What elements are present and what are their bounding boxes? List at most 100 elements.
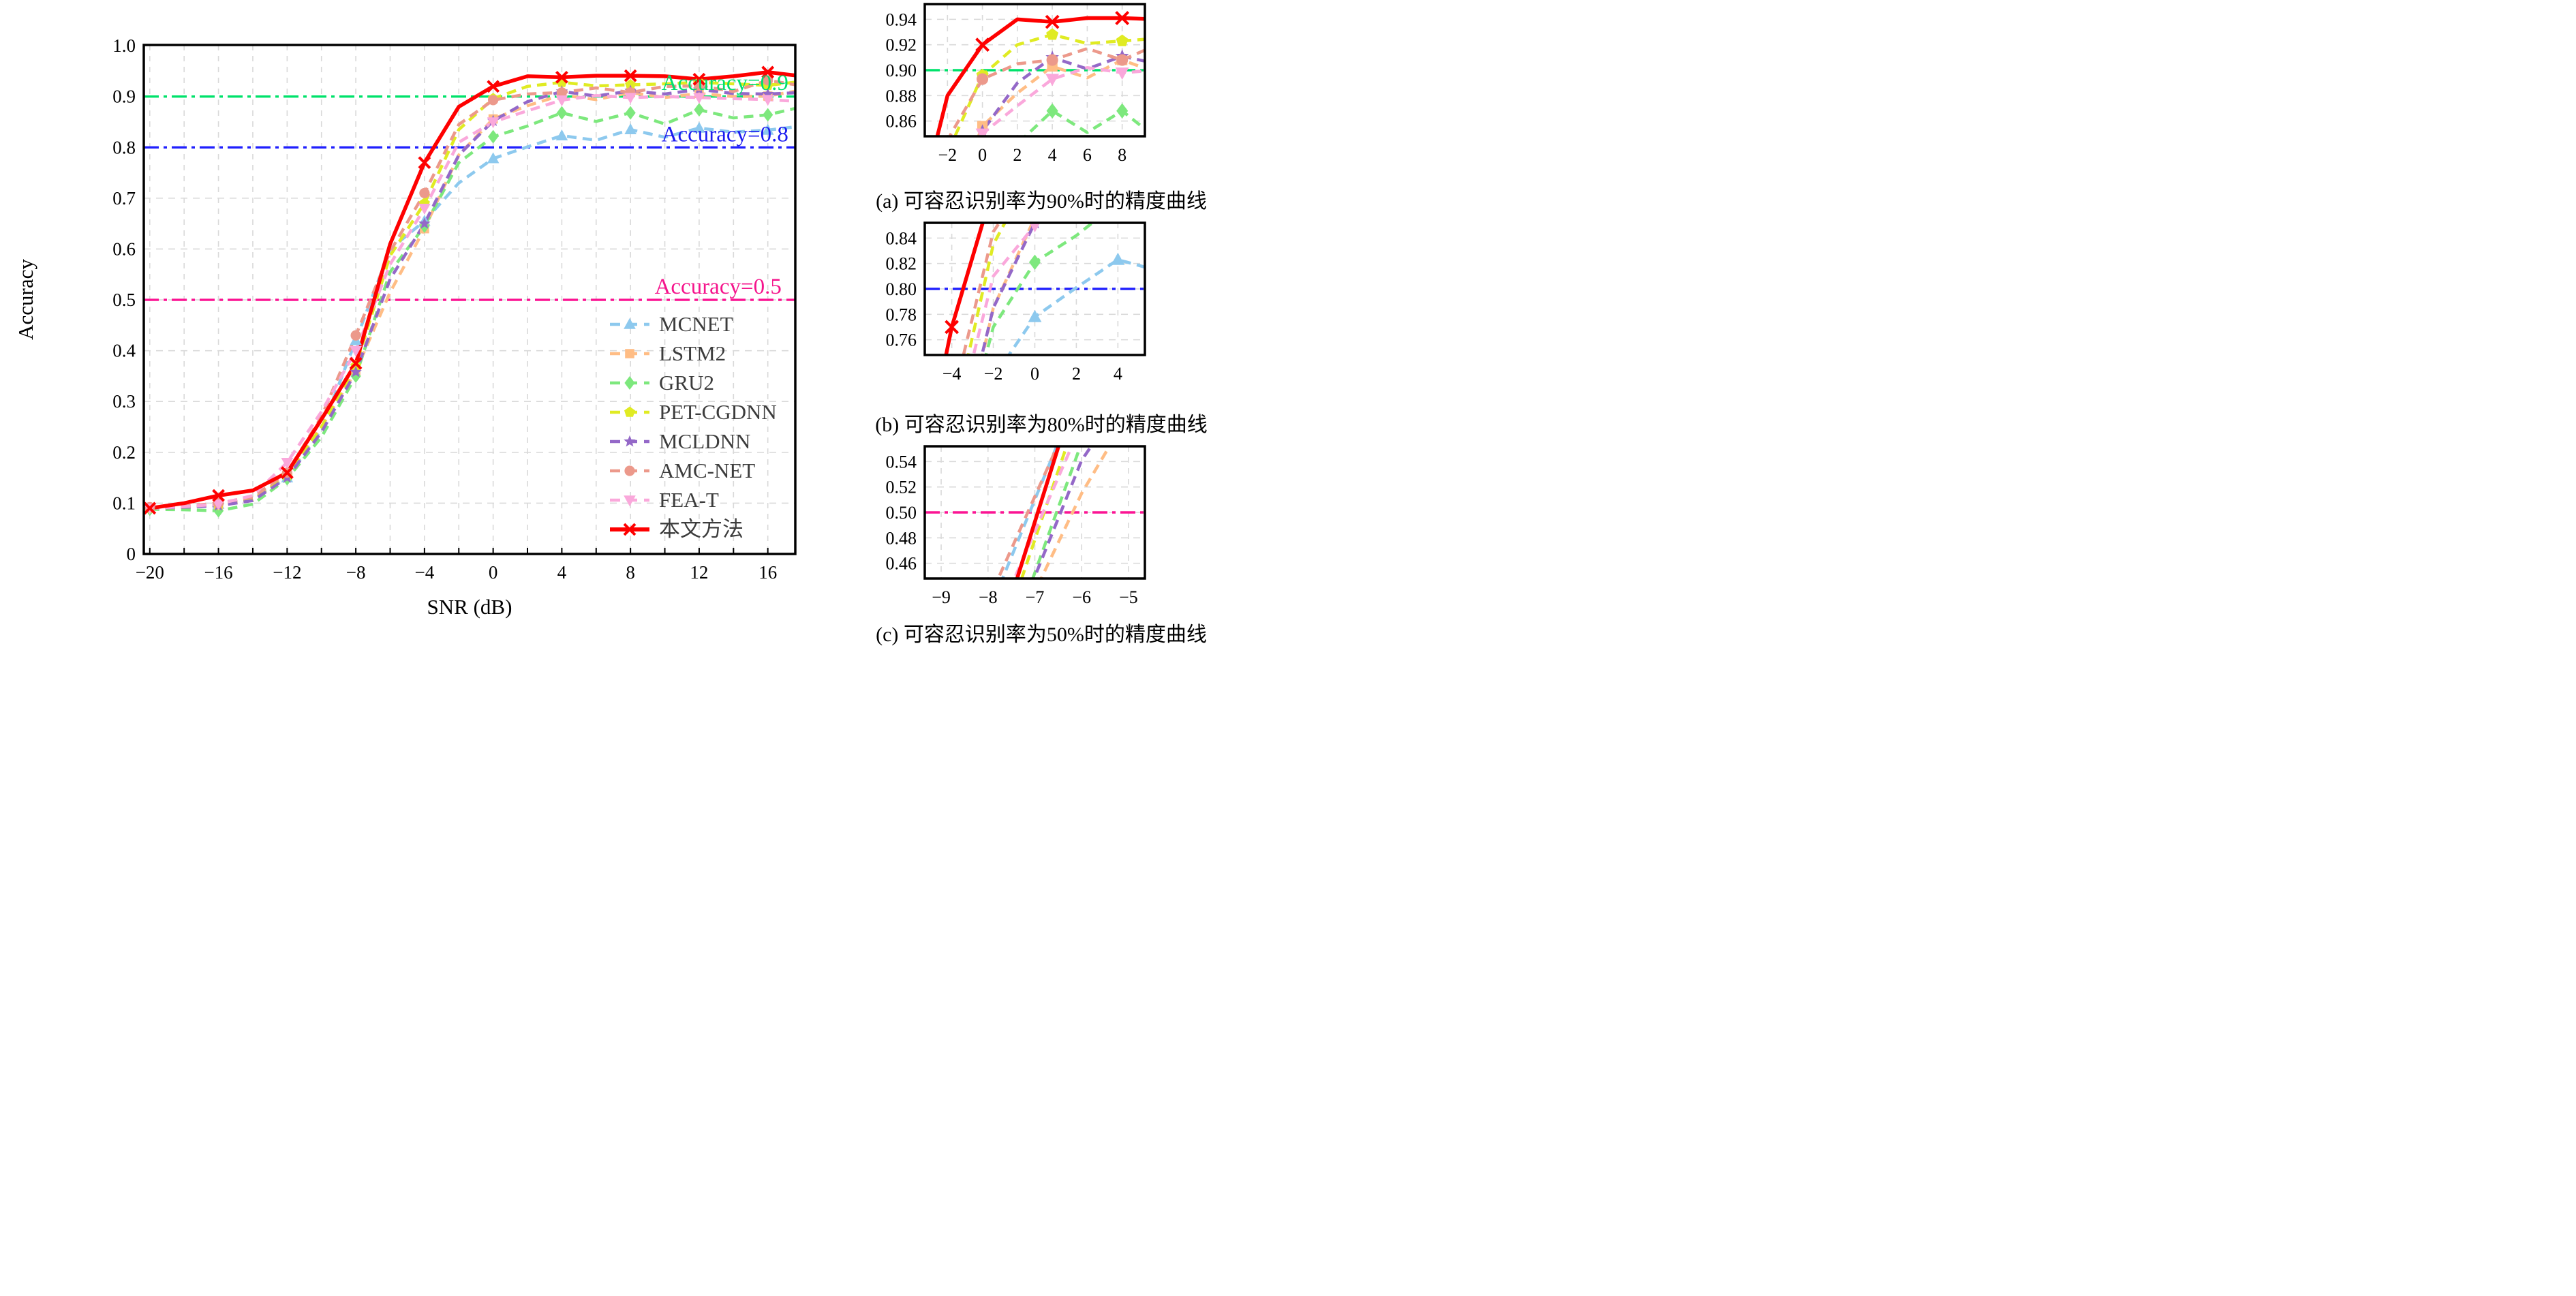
series-markers-GRU2: [1028, 254, 1041, 271]
series-line-PET-CGDNN: [953, 33, 1145, 136]
legend-label-AMC-NET: AMC-NET: [659, 459, 755, 482]
y-tick-label: 0.76: [886, 330, 917, 350]
figure-canvas: −20 −16 −12 −8 −4 0 4 8 12 1600.10.20.30.40.50.60…: [14, 3, 1288, 648]
triangle-down-marker: [212, 499, 225, 511]
y-tick-label: 0.52: [886, 478, 917, 497]
y-tick-label: 0.6: [112, 238, 136, 259]
x-marker: [623, 523, 637, 536]
y-tick-label: 0.78: [886, 305, 917, 324]
y-tick-label: 0.90: [886, 61, 917, 80]
y-tick-label: 0.82: [886, 254, 917, 274]
series-line-MCNET: [1000, 446, 1059, 578]
triangle-up-marker: [761, 123, 774, 135]
y-tick-label: 0.84: [886, 228, 917, 248]
x-tick-label: −9: [932, 587, 951, 607]
series-line-LSTM2: [981, 223, 1034, 355]
series-markers-LSTM2: [1030, 213, 1040, 223]
x-tick-label: 4: [557, 562, 567, 583]
x-marker: [349, 356, 363, 370]
legend-label-LSTM2: LSTM2: [659, 341, 726, 365]
star-marker: [761, 87, 774, 99]
triangle-down-marker: [761, 95, 774, 106]
triangle-up-marker: [487, 152, 500, 164]
series-line-本文方法: [149, 70, 795, 510]
triangle-up-marker: [1028, 309, 1042, 322]
series-line-FEA-T: [979, 66, 1145, 136]
pentagon-marker: [625, 79, 637, 90]
inset-b-caption: (b) 可容忍识别率为80%时的精度曲线: [875, 414, 1208, 436]
triangle-up-marker: [624, 318, 636, 329]
annotation-Accuracy=0.5: Accuracy=0.5: [655, 275, 782, 299]
circle-marker: [1116, 54, 1129, 66]
series-line-AMC-NET: [947, 47, 1145, 136]
plot-main: −20 −16 −12 −8 −4 0 4 8 12 16 0 0.1 0.2 0.3 0.4 0.5 0.6 0…: [14, 35, 797, 619]
triangle-down-marker: [555, 95, 568, 107]
x-tick-label: 16: [758, 562, 777, 583]
circle-marker: [488, 95, 499, 106]
diamond-marker: [694, 103, 705, 117]
x-tick-label: 4: [1048, 145, 1057, 165]
series-markers-本文方法: [975, 11, 1130, 52]
series-line-FEA-T: [149, 93, 795, 510]
pentagon-marker: [1046, 28, 1059, 40]
triangle-down-marker: [487, 117, 500, 129]
y-tick-label: 0.7: [112, 188, 136, 209]
y-tick-label: 0.3: [112, 391, 136, 412]
plot-frame: [923, 221, 1146, 356]
diamond-marker: [1028, 254, 1041, 271]
legend-label-本文方法: 本文方法: [659, 517, 743, 541]
star-marker: [624, 435, 636, 447]
series-layer: [944, 213, 1145, 355]
star-marker: [418, 217, 431, 229]
legend-label-PET-CGDNN: PET-CGDNN: [659, 400, 777, 424]
inset-c-caption: (c) 可容忍识别率为50%时的精度曲线: [876, 623, 1207, 646]
plot-b: −4 −2 0 2 4 0.76 0.78 0.80 0.82 0.84: [886, 213, 1146, 384]
series-line-GRU2: [1031, 446, 1082, 578]
pentagon-marker: [1116, 34, 1129, 46]
triangle-down-marker: [624, 93, 637, 104]
triangle-down-marker: [693, 93, 705, 104]
x-axis-label: SNR (dB): [427, 595, 512, 619]
circle-marker: [763, 75, 773, 86]
x-tick-label: 8: [626, 562, 635, 583]
x-tick-label: −8: [346, 562, 366, 583]
diamond-marker: [624, 376, 635, 390]
y-tick-label: 0.94: [886, 10, 917, 29]
legend-label-MCNET: MCNET: [659, 312, 733, 336]
x-tick-label: 6: [1083, 145, 1092, 165]
plot-frame: [923, 3, 1146, 138]
series-layer: [633, 11, 1288, 648]
x-tick-label: −8: [979, 587, 998, 607]
legend-label-MCLDNN: MCLDNN: [659, 429, 750, 453]
y-tick-label: 0.48: [886, 528, 917, 548]
y-tick-label: 0.5: [112, 290, 136, 310]
x-marker: [487, 80, 500, 93]
x-tick-label: 2: [1013, 145, 1022, 165]
series-line-MCLDNN: [149, 88, 795, 510]
x-marker: [280, 466, 294, 480]
x-tick-label: −7: [1026, 587, 1045, 607]
x-tick-label: −5: [1119, 587, 1138, 607]
figure: −20 −16 −12 −8 −4 0 4 8 12 16 0 0.1 0.2 0.3 0.4 0.5 0.6 0…: [0, 0, 1288, 648]
triangle-down-marker: [418, 204, 431, 215]
y-tick-label: 0.9: [112, 87, 136, 107]
series-markers-PET-CGDNN: [976, 28, 1129, 81]
y-tick-label: 0.50: [886, 503, 917, 523]
series-markers-AMC-NET: [977, 54, 1129, 85]
series-layer: [144, 65, 795, 518]
x-tick-label: −2: [938, 145, 957, 165]
series-line-MCNET: [633, 144, 1288, 648]
triangle-down-marker: [624, 495, 636, 507]
legend-label-GRU2: GRU2: [659, 371, 714, 395]
x-tick-label: 0: [978, 145, 987, 165]
plot-frame: [923, 445, 1146, 580]
series-markers-FEA-T: [1029, 223, 1041, 233]
square-marker: [625, 349, 634, 358]
x-marker: [1045, 14, 1060, 29]
triangle-down-marker: [281, 457, 294, 469]
legend-label-FEA-T: FEA-T: [659, 488, 719, 512]
triangle-up-marker: [555, 129, 568, 140]
inset-a-caption: (a) 可容忍识别率为90%时的精度曲线: [876, 190, 1207, 213]
triangle-down-marker: [1029, 223, 1041, 233]
x-marker: [555, 70, 568, 84]
